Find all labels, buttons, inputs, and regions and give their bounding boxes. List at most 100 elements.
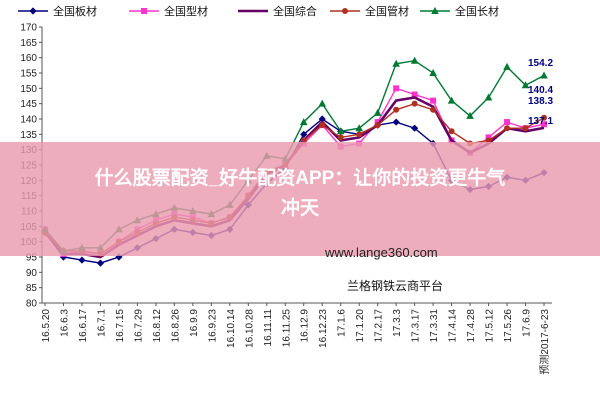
legend-marker	[141, 8, 147, 14]
x-tick-label: 17.3.31	[429, 309, 440, 343]
x-tick-label: 17.4.14	[448, 309, 459, 343]
y-tick-label: 90	[26, 268, 38, 279]
y-tick-label: 140	[20, 115, 37, 126]
x-tick-label: 17.3.17	[411, 309, 422, 343]
x-tick-label: 16.12.9	[300, 309, 311, 343]
data-point	[485, 134, 492, 141]
x-tick-label: 17.1.20	[355, 309, 366, 343]
x-tick-label: 17.1.6	[337, 309, 348, 337]
legend-entry: 全国长材	[420, 4, 499, 18]
end-value-label: 140.4	[528, 85, 553, 96]
data-point	[300, 130, 308, 138]
legend-entry: 全国综合	[238, 4, 317, 18]
x-tick-label: 16.10.14	[226, 309, 237, 348]
x-tick-label: 16.6.3	[59, 309, 70, 337]
data-point	[319, 122, 326, 129]
x-tick-label: 16.6.17	[78, 309, 89, 343]
data-point	[541, 121, 547, 128]
data-point	[503, 62, 511, 70]
x-tick-label: 16.10.28	[244, 309, 255, 348]
data-point	[78, 256, 86, 264]
data-point	[504, 125, 511, 132]
legend-label: 全国板材	[53, 4, 97, 18]
watermark-platform-name: 兰格钢铁云商平台	[347, 279, 444, 293]
x-tick-label: 16.12.23	[318, 309, 329, 348]
x-tick-label: 17.3.3	[392, 309, 403, 337]
x-tick-label: 16.11.25	[281, 309, 292, 348]
legend-label: 全国型材	[164, 4, 208, 18]
legend-entry: 全国管材	[330, 4, 409, 18]
end-value-label: 138.3	[528, 96, 553, 107]
data-point	[392, 59, 400, 67]
data-point	[318, 99, 327, 107]
data-point	[392, 118, 400, 126]
x-tick-label: 16.9.9	[189, 309, 200, 337]
legend-marker	[342, 8, 348, 14]
legend-label: 全国管材	[365, 4, 409, 18]
y-tick-label: 155	[20, 69, 37, 80]
promo-banner-line1: 什么股票配资_好牛配资APP：让你的投资更牛气	[94, 168, 506, 189]
data-point	[355, 124, 363, 132]
end-value-label: 154.2	[528, 58, 553, 69]
y-tick-label: 80	[26, 299, 38, 310]
end-value-label: 137.1	[528, 116, 553, 127]
data-point	[393, 85, 400, 92]
legend-marker	[431, 7, 439, 14]
data-point	[410, 56, 419, 64]
y-tick-label: 150	[20, 84, 37, 95]
data-point	[411, 124, 419, 132]
data-point	[430, 97, 437, 104]
x-tick-label: 17.6.9	[522, 309, 533, 337]
legend-entry: 全国板材	[18, 4, 97, 18]
x-tick-label: 17.5.12	[485, 309, 496, 343]
x-tick-label: 16.7.15	[115, 309, 126, 343]
promo-banner-line2: 冲天	[280, 198, 319, 219]
y-tick-label: 145	[20, 99, 37, 110]
data-point	[373, 108, 382, 116]
data-point	[540, 71, 548, 79]
x-tick-label: 17.4.28	[466, 309, 477, 343]
y-tick-label: 135	[20, 130, 37, 141]
y-tick-label: 85	[26, 283, 38, 294]
data-point	[374, 119, 381, 126]
y-tick-label: 160	[20, 53, 37, 64]
data-point	[504, 119, 511, 126]
data-point	[336, 127, 345, 135]
x-tick-label: 16.5.20	[41, 309, 52, 343]
data-point	[318, 115, 326, 123]
x-tick-label: 16.8.12	[152, 309, 163, 343]
legend-label: 全国综合	[273, 4, 317, 18]
x-tick-label: 17.2.17	[374, 309, 385, 343]
data-point	[484, 93, 493, 101]
data-point	[429, 69, 437, 76]
y-tick-label: 170	[20, 23, 37, 34]
x-tick-label: 17.5.26	[503, 309, 514, 343]
legend: 全国板材 全国型材 全国综合 全国管材 全国长材	[18, 4, 499, 18]
data-point	[96, 259, 105, 267]
data-point	[393, 106, 400, 113]
data-point	[299, 118, 308, 126]
watermark-url: www.lange360.com	[325, 245, 438, 260]
x-tick-label: 16.8.26	[170, 309, 181, 343]
legend-entry: 全国型材	[129, 4, 208, 18]
legend-marker	[29, 7, 37, 15]
legend-label: 全国长材	[455, 4, 499, 18]
x-tick-label: 16.7.29	[133, 309, 144, 343]
data-point	[337, 134, 344, 141]
x-tick-label: 预测2017-6-23	[538, 309, 551, 375]
promo-banner	[0, 142, 600, 256]
y-tick-label: 95	[26, 253, 38, 264]
x-tick-label: 16.11.11	[263, 309, 274, 347]
data-point	[411, 91, 418, 98]
data-point	[521, 81, 530, 89]
data-point	[447, 96, 456, 104]
data-point	[374, 122, 381, 129]
data-point	[300, 137, 307, 144]
data-point	[411, 100, 418, 107]
data-point	[541, 114, 547, 121]
data-point	[522, 125, 529, 132]
data-point	[485, 137, 492, 144]
data-point	[466, 111, 474, 119]
